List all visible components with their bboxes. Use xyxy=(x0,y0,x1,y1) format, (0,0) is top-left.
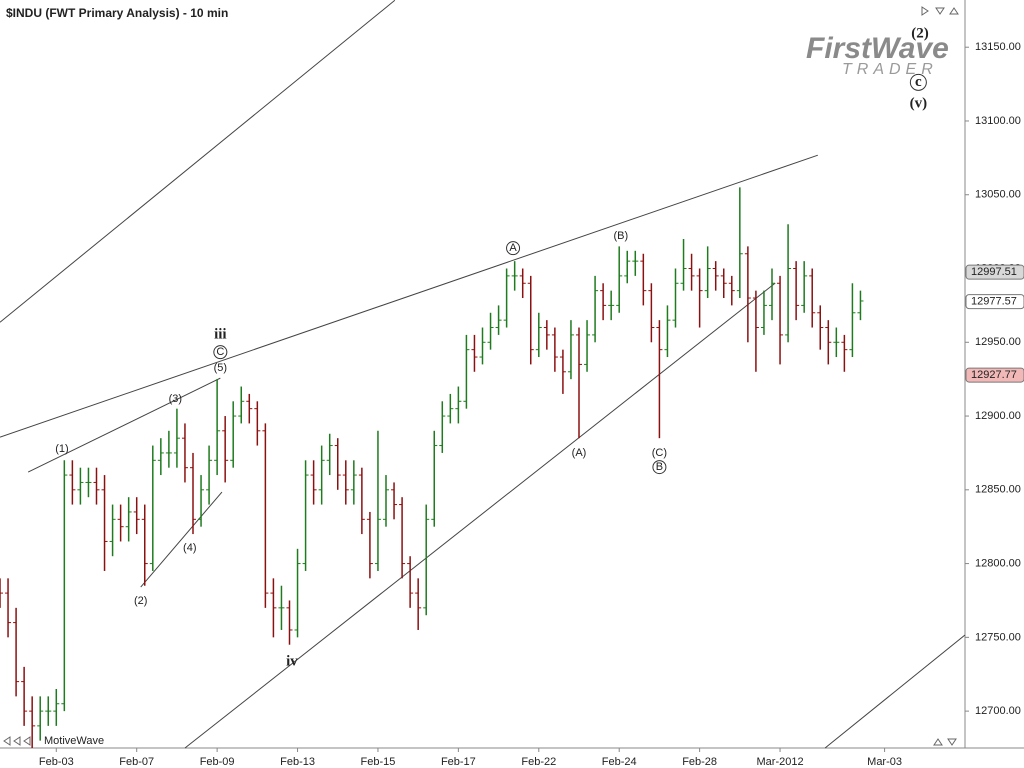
wave-label: (B) xyxy=(613,230,628,242)
trendline xyxy=(140,491,223,588)
wave-label: (5) xyxy=(214,362,227,374)
y-tick-label: 12900.00 xyxy=(975,410,1021,422)
wave-circle xyxy=(652,460,667,475)
price-marker xyxy=(965,294,1024,310)
trendline xyxy=(0,154,819,438)
x-tick-label: Mar-2012 xyxy=(757,756,804,768)
nav-icons[interactable] xyxy=(3,6,959,746)
x-tick-label: Feb-07 xyxy=(119,756,154,768)
y-tick-label: 12950.00 xyxy=(975,336,1021,348)
x-tick-label: Feb-28 xyxy=(682,756,717,768)
y-tick-label: 12750.00 xyxy=(975,631,1021,643)
price-marker xyxy=(965,264,1024,280)
logo-brand: FirstWave xyxy=(806,32,949,65)
x-tick-label: Feb-13 xyxy=(280,756,315,768)
chart-title: $INDU (FWT Primary Analysis) - 10 min xyxy=(6,6,228,20)
wave-label: (1) xyxy=(55,443,68,455)
trendline xyxy=(184,282,776,749)
wave-circle xyxy=(506,241,521,256)
wave-label: (C) xyxy=(652,447,667,459)
x-tick-label: Feb-24 xyxy=(602,756,637,768)
wave-label: iv xyxy=(286,653,298,669)
watermark: MotiveWave xyxy=(44,735,104,747)
price-marker-label: 12997.51 xyxy=(971,266,1017,278)
price-marker xyxy=(965,367,1024,383)
wave-label: c xyxy=(915,74,922,90)
wave-label: (3) xyxy=(169,393,182,405)
wave-label: C xyxy=(216,346,224,358)
y-tick-label: 13150.00 xyxy=(975,41,1021,53)
x-tick-label: Mar-03 xyxy=(867,756,902,768)
x-tick-label: Feb-22 xyxy=(521,756,556,768)
wave-circle xyxy=(213,345,228,360)
wave-label: (2) xyxy=(134,595,147,607)
x-tick-label: Feb-03 xyxy=(39,756,74,768)
price-marker-label: 12927.77 xyxy=(971,369,1017,381)
price-marker-label: 12977.57 xyxy=(971,296,1017,308)
wave-circle xyxy=(909,73,927,91)
trendline xyxy=(824,634,966,749)
nav-left[interactable] xyxy=(3,736,31,746)
logo-tagline: TRADER xyxy=(842,61,938,78)
wave-label: A xyxy=(509,242,517,254)
y-tick-label: 12850.00 xyxy=(975,484,1021,496)
wave-label: (4) xyxy=(183,542,196,554)
nav-bottom[interactable] xyxy=(933,738,957,746)
y-tick-label: 13100.00 xyxy=(975,115,1021,127)
wave-label: (2) xyxy=(911,26,929,42)
x-tick-label: Feb-15 xyxy=(361,756,396,768)
trendline xyxy=(0,0,396,323)
x-tick-label: Feb-17 xyxy=(441,756,476,768)
y-tick-label: 12800.00 xyxy=(975,557,1021,569)
y-tick-label: 13050.00 xyxy=(975,189,1021,201)
nav-top[interactable] xyxy=(921,6,959,16)
wave-label: B xyxy=(656,461,663,473)
y-tick-label: 12700.00 xyxy=(975,705,1021,717)
wave-label: iii xyxy=(214,327,227,343)
x-tick-label: Feb-09 xyxy=(200,756,235,768)
wave-label: (A) xyxy=(572,447,587,459)
trendline xyxy=(27,377,221,473)
wave-label: (v) xyxy=(910,96,928,112)
